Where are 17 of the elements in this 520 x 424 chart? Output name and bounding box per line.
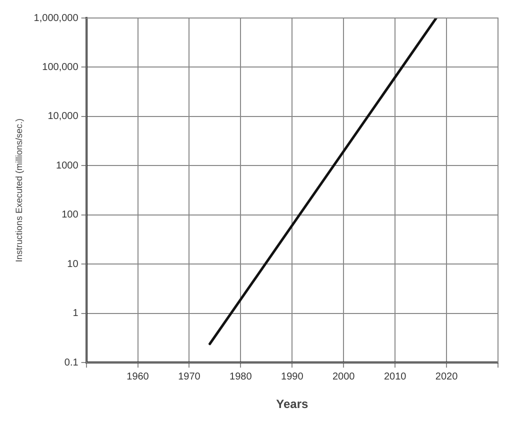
y-tick-label: 10 [67,258,79,270]
y-tick-label: 10,000 [48,111,79,122]
x-tick-label: 1990 [281,371,304,382]
x-tick-label: 1970 [178,371,201,382]
y-tick-label: 1,000,000 [34,12,79,24]
y-tick-label: 100 [62,210,79,221]
y-tick-label: 100,000 [42,62,79,73]
x-tick-label: 1960 [126,371,150,382]
x-tick-label: 2020 [435,371,458,382]
y-axis-title: Instructions Executed (millions/sec.) [14,118,24,262]
x-tick-label: 2000 [332,371,356,382]
y-tick-label: 1000 [56,160,79,172]
y-tick-label: 1 [72,308,79,320]
y-tick-label: 0.1 [64,357,79,368]
x-tick-label: 1980 [230,371,252,382]
x-axis-title: Years [276,397,308,412]
x-tick-label: 2010 [384,371,407,382]
